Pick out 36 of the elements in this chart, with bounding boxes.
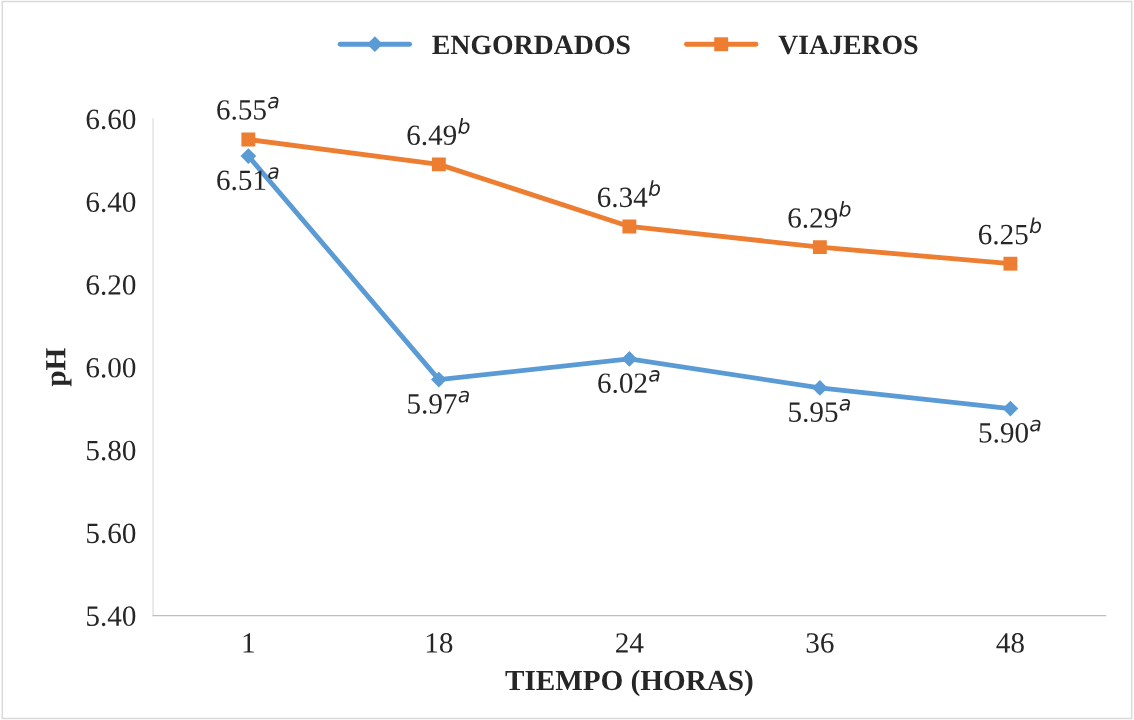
data-label: 5.90$^{a}$ bbox=[979, 419, 1041, 443]
point bbox=[622, 219, 637, 234]
point bbox=[1003, 256, 1018, 271]
data-label: 6.29$^{b}$ bbox=[788, 200, 851, 228]
data-label: 6.02$^{a}$ bbox=[598, 370, 660, 394]
y-tick-label: 6.60 bbox=[86, 109, 136, 130]
data-label: 5.97$^{a}$ bbox=[408, 390, 469, 414]
data-label: 6.51$^{a}$ bbox=[217, 167, 279, 191]
y-tick-label: 6.00 bbox=[86, 357, 136, 378]
point bbox=[431, 371, 447, 388]
x-tick-label: 1 bbox=[243, 633, 254, 653]
point bbox=[241, 132, 256, 147]
data-label: 6.34$^{b}$ bbox=[597, 180, 661, 208]
point bbox=[812, 240, 827, 255]
data-label: 6.55$^{a}$ bbox=[217, 96, 279, 120]
x-axis-title: TIEMPO (HORAS) bbox=[505, 669, 753, 697]
point bbox=[621, 351, 638, 367]
y-tick-label: 6.40 bbox=[86, 192, 136, 213]
point bbox=[1002, 400, 1019, 417]
point bbox=[812, 380, 828, 396]
x-tick-label: 36 bbox=[806, 633, 834, 653]
point bbox=[240, 148, 257, 164]
y-tick-label: 6.20 bbox=[86, 275, 136, 295]
data-label: 6.25$^{b}$ bbox=[978, 217, 1042, 245]
x-tick-label: 48 bbox=[996, 633, 1024, 653]
x-tick-label: 18 bbox=[426, 633, 453, 653]
point bbox=[431, 157, 446, 172]
legend-label: ENGORDADOS bbox=[432, 35, 630, 55]
data-label: 5.95$^{a}$ bbox=[789, 399, 850, 423]
y-tick-label: 5.80 bbox=[87, 440, 136, 461]
data-label: 6.49$^{b}$ bbox=[407, 118, 470, 146]
y-tick-label: 5.60 bbox=[87, 523, 136, 544]
legend-label: VIAJEROS bbox=[778, 35, 918, 55]
x-tick-label: 24 bbox=[616, 633, 644, 653]
y-tick-label: 5.40 bbox=[87, 606, 136, 627]
y-axis-title: pH bbox=[46, 348, 72, 387]
